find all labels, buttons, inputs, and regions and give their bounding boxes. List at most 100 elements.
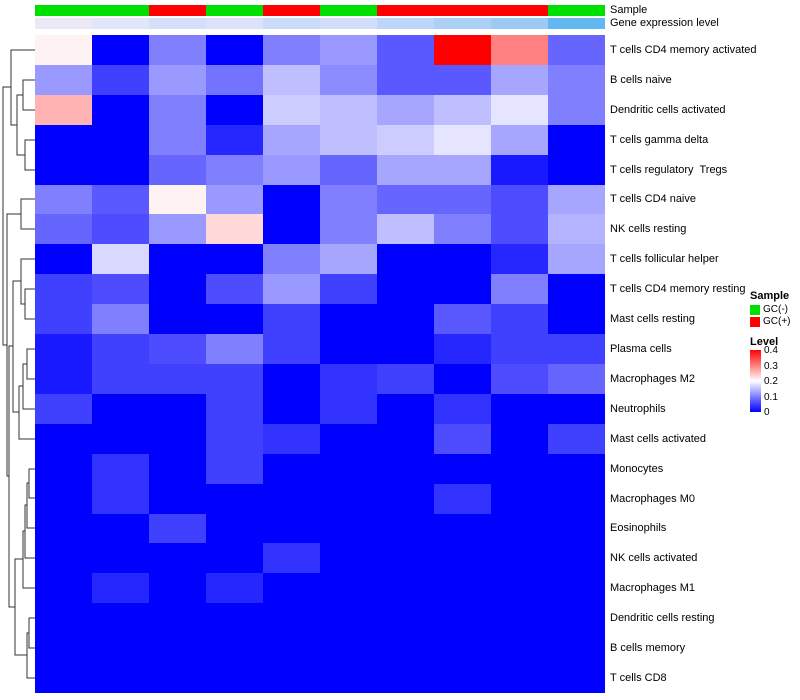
- expression-annotation-label: Gene expression level: [610, 17, 719, 29]
- heatmap-cell: [434, 214, 491, 245]
- row-label: Dendritic cells resting: [610, 612, 715, 625]
- heatmap-cell: [263, 453, 320, 484]
- heatmap-cell: [434, 64, 491, 95]
- heatmap-cell: [377, 94, 434, 125]
- heatmap-cell: [92, 214, 149, 245]
- row-label: NK cells activated: [610, 552, 698, 565]
- row-dendrogram: [2, 49, 35, 679]
- sample-annotation-bar: [35, 5, 605, 16]
- heatmap-cell: [149, 304, 206, 335]
- legend-level-block: Level 0.4 0.3 0.2 0.1 0: [750, 336, 800, 418]
- heatmap-cell: [35, 124, 92, 155]
- heatmap-cell: [92, 633, 149, 664]
- heatmap-cell: [320, 453, 377, 484]
- heatmap-cell: [320, 124, 377, 155]
- heatmap-cell: [206, 244, 263, 275]
- heatmap-cell: [491, 35, 548, 65]
- heatmap-cell: [149, 35, 206, 65]
- heatmap-cell: [35, 483, 92, 514]
- heatmap-cell: [206, 663, 263, 693]
- heatmap-cell: [377, 573, 434, 604]
- heatmap-cell: [206, 334, 263, 364]
- legend-item: GC(-): [750, 304, 800, 315]
- level-tick-label: 0.4: [764, 345, 778, 356]
- expression-annotation-segment: [377, 18, 434, 29]
- sample-annotation-segment: [377, 5, 434, 16]
- heatmap-cell: [377, 663, 434, 693]
- heatmap-cell: [206, 453, 263, 484]
- heatmap-cell: [434, 453, 491, 484]
- heatmap-cell: [206, 184, 263, 215]
- heatmap-cell: [263, 124, 320, 155]
- heatmap-cell: [434, 513, 491, 544]
- heatmap-cell: [548, 453, 605, 484]
- heatmap-cell: [263, 603, 320, 634]
- heatmap-cell: [491, 483, 548, 514]
- sample-annotation-segment: [92, 5, 149, 16]
- heatmap-cell: [548, 124, 605, 155]
- heatmap-cell: [35, 573, 92, 604]
- heatmap-cell: [548, 423, 605, 454]
- heatmap-cell: [263, 483, 320, 514]
- heatmap-cell: [377, 35, 434, 65]
- legend-level-title: Level: [750, 336, 779, 348]
- legend-item-label: GC(+): [763, 316, 791, 327]
- heatmap-cell: [491, 154, 548, 185]
- heatmap-cell: [434, 274, 491, 305]
- heatmap-cell: [320, 64, 377, 95]
- sample-annotation-segment: [491, 5, 548, 16]
- heatmap-cell: [263, 573, 320, 604]
- heatmap-cell: [149, 64, 206, 95]
- heatmap-cell: [434, 483, 491, 514]
- heatmap-cell: [377, 483, 434, 514]
- heatmap-cell: [149, 573, 206, 604]
- heatmap-cell: [548, 663, 605, 693]
- heatmap-cell: [206, 393, 263, 424]
- level-tick-label: 0: [764, 407, 770, 418]
- heatmap-cell: [320, 154, 377, 185]
- heatmap-cell: [434, 393, 491, 424]
- row-label: T cells CD4 memory resting: [610, 283, 746, 296]
- row-label: Eosinophils: [610, 522, 667, 535]
- heatmap-cell: [320, 603, 377, 634]
- row-label: Dendritic cells activated: [610, 103, 726, 116]
- heatmap-cell: [320, 35, 377, 65]
- heatmap-cell: [149, 274, 206, 305]
- row-label: Plasma cells: [610, 343, 672, 356]
- heatmap-cell: [377, 363, 434, 394]
- legend-sample-items: GC(-) GC(+): [750, 304, 800, 327]
- row-label: T cells CD4 memory activated: [610, 43, 757, 56]
- heatmap-cell: [377, 513, 434, 544]
- heatmap-cell: [92, 543, 149, 574]
- heatmap-cell: [548, 363, 605, 394]
- heatmap-cell: [548, 513, 605, 544]
- row-label: Macrophages M2: [610, 372, 695, 385]
- heatmap-cell: [263, 184, 320, 215]
- heatmap-cell: [263, 334, 320, 364]
- heatmap-cell: [206, 214, 263, 245]
- heatmap-cell: [548, 35, 605, 65]
- expression-annotation-segment: [35, 18, 92, 29]
- heatmap-cell: [263, 154, 320, 185]
- heatmap-cell: [92, 274, 149, 305]
- heatmap-cell: [548, 214, 605, 245]
- heatmap-cell: [92, 94, 149, 125]
- heatmap-cell: [548, 94, 605, 125]
- row-label: NK cells resting: [610, 223, 687, 236]
- heatmap-cell: [149, 663, 206, 693]
- heatmap-cell: [35, 304, 92, 335]
- heatmap-cell: [491, 633, 548, 664]
- heatmap-cell: [149, 244, 206, 275]
- heatmap-cell: [434, 304, 491, 335]
- heatmap-cell: [377, 64, 434, 95]
- heatmap-cell: [491, 363, 548, 394]
- heatmap-cell: [35, 35, 92, 65]
- heatmap-cell: [149, 423, 206, 454]
- heatmap-cell: [149, 393, 206, 424]
- heatmap-cell: [263, 64, 320, 95]
- heatmap-cell: [263, 423, 320, 454]
- row-label: T cells CD8: [610, 671, 667, 684]
- heatmap-cell: [320, 334, 377, 364]
- heatmap-cell: [35, 423, 92, 454]
- heatmap-cell: [320, 573, 377, 604]
